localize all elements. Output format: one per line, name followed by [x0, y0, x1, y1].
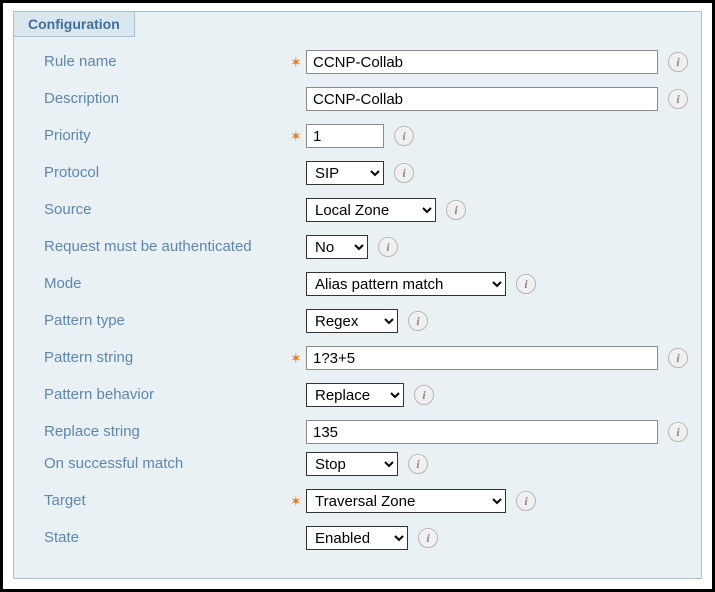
label-priority: Priority: [44, 125, 290, 147]
mode-select[interactable]: Alias pattern match: [306, 272, 506, 296]
label-pattern-string: Pattern string: [44, 347, 290, 369]
source-select[interactable]: Local Zone: [306, 198, 436, 222]
panel-title: Configuration: [13, 11, 135, 37]
required-marker: ✶: [290, 347, 298, 369]
state-select[interactable]: Enabled: [306, 526, 408, 550]
info-icon[interactable]: i: [418, 528, 438, 548]
pattern-behavior-select[interactable]: Replace: [306, 383, 404, 407]
pattern-string-input[interactable]: [306, 346, 658, 370]
info-icon[interactable]: i: [668, 52, 688, 72]
label-request-auth: Request must be authenticated: [44, 236, 290, 258]
info-icon[interactable]: i: [414, 385, 434, 405]
replace-string-input[interactable]: [306, 420, 658, 444]
required-marker: ✶: [290, 125, 298, 147]
info-icon[interactable]: i: [668, 422, 688, 442]
info-icon[interactable]: i: [408, 454, 428, 474]
label-target: Target: [44, 490, 290, 512]
info-icon[interactable]: i: [394, 163, 414, 183]
label-description: Description: [44, 88, 290, 110]
label-pattern-behavior: Pattern behavior: [44, 384, 290, 406]
on-success-select[interactable]: Stop: [306, 452, 398, 476]
label-replace-string: Replace string: [44, 421, 290, 443]
priority-input[interactable]: [306, 124, 384, 148]
info-icon[interactable]: i: [408, 311, 428, 331]
description-input[interactable]: [306, 87, 658, 111]
pattern-type-select[interactable]: Regex: [306, 309, 398, 333]
info-icon[interactable]: i: [668, 348, 688, 368]
label-pattern-type: Pattern type: [44, 310, 290, 332]
info-icon[interactable]: i: [378, 237, 398, 257]
info-icon[interactable]: i: [446, 200, 466, 220]
label-state: State: [44, 527, 290, 549]
required-marker: ✶: [290, 51, 298, 73]
protocol-select[interactable]: SIP: [306, 161, 384, 185]
label-source: Source: [44, 199, 290, 221]
target-select[interactable]: Traversal Zone: [306, 489, 506, 513]
info-icon[interactable]: i: [668, 89, 688, 109]
label-mode: Mode: [44, 273, 290, 295]
label-rule-name: Rule name: [44, 51, 290, 73]
request-auth-select[interactable]: No: [306, 235, 368, 259]
info-icon[interactable]: i: [394, 126, 414, 146]
info-icon[interactable]: i: [516, 491, 536, 511]
rule-name-input[interactable]: [306, 50, 658, 74]
configuration-panel: Configuration Rule name ✶ i Description …: [13, 11, 702, 579]
required-marker: ✶: [290, 490, 298, 512]
info-icon[interactable]: i: [516, 274, 536, 294]
label-protocol: Protocol: [44, 162, 290, 184]
label-on-success: On successful match: [44, 453, 290, 475]
